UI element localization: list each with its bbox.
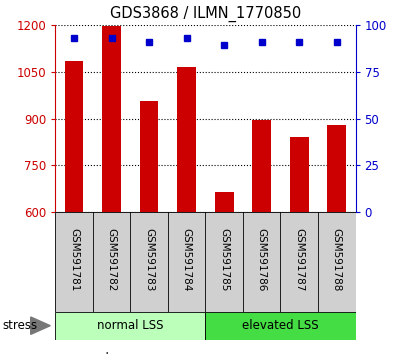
Bar — [102, 26, 121, 212]
Text: count: count — [77, 351, 110, 354]
Text: stress: stress — [2, 319, 37, 332]
Bar — [215, 192, 233, 212]
Text: GSM591782: GSM591782 — [107, 228, 117, 292]
Text: GSM591788: GSM591788 — [332, 228, 342, 292]
Bar — [252, 120, 271, 212]
Text: GSM591786: GSM591786 — [257, 228, 267, 292]
Text: GSM591784: GSM591784 — [182, 228, 192, 292]
Title: GDS3868 / ILMN_1770850: GDS3868 / ILMN_1770850 — [110, 6, 301, 22]
Text: ■: ■ — [59, 351, 71, 354]
Bar — [140, 101, 158, 212]
Text: normal LSS: normal LSS — [97, 319, 164, 332]
Text: GSM591781: GSM591781 — [69, 228, 79, 292]
Bar — [290, 137, 308, 212]
Text: elevated LSS: elevated LSS — [242, 319, 319, 332]
Bar — [65, 61, 83, 212]
Polygon shape — [31, 317, 50, 334]
Text: GSM591783: GSM591783 — [144, 228, 154, 292]
Text: GSM591785: GSM591785 — [219, 228, 229, 292]
Bar — [177, 67, 196, 212]
Bar — [55, 312, 205, 340]
Text: GSM591787: GSM591787 — [294, 228, 304, 292]
Bar — [205, 312, 356, 340]
Bar — [327, 125, 346, 212]
